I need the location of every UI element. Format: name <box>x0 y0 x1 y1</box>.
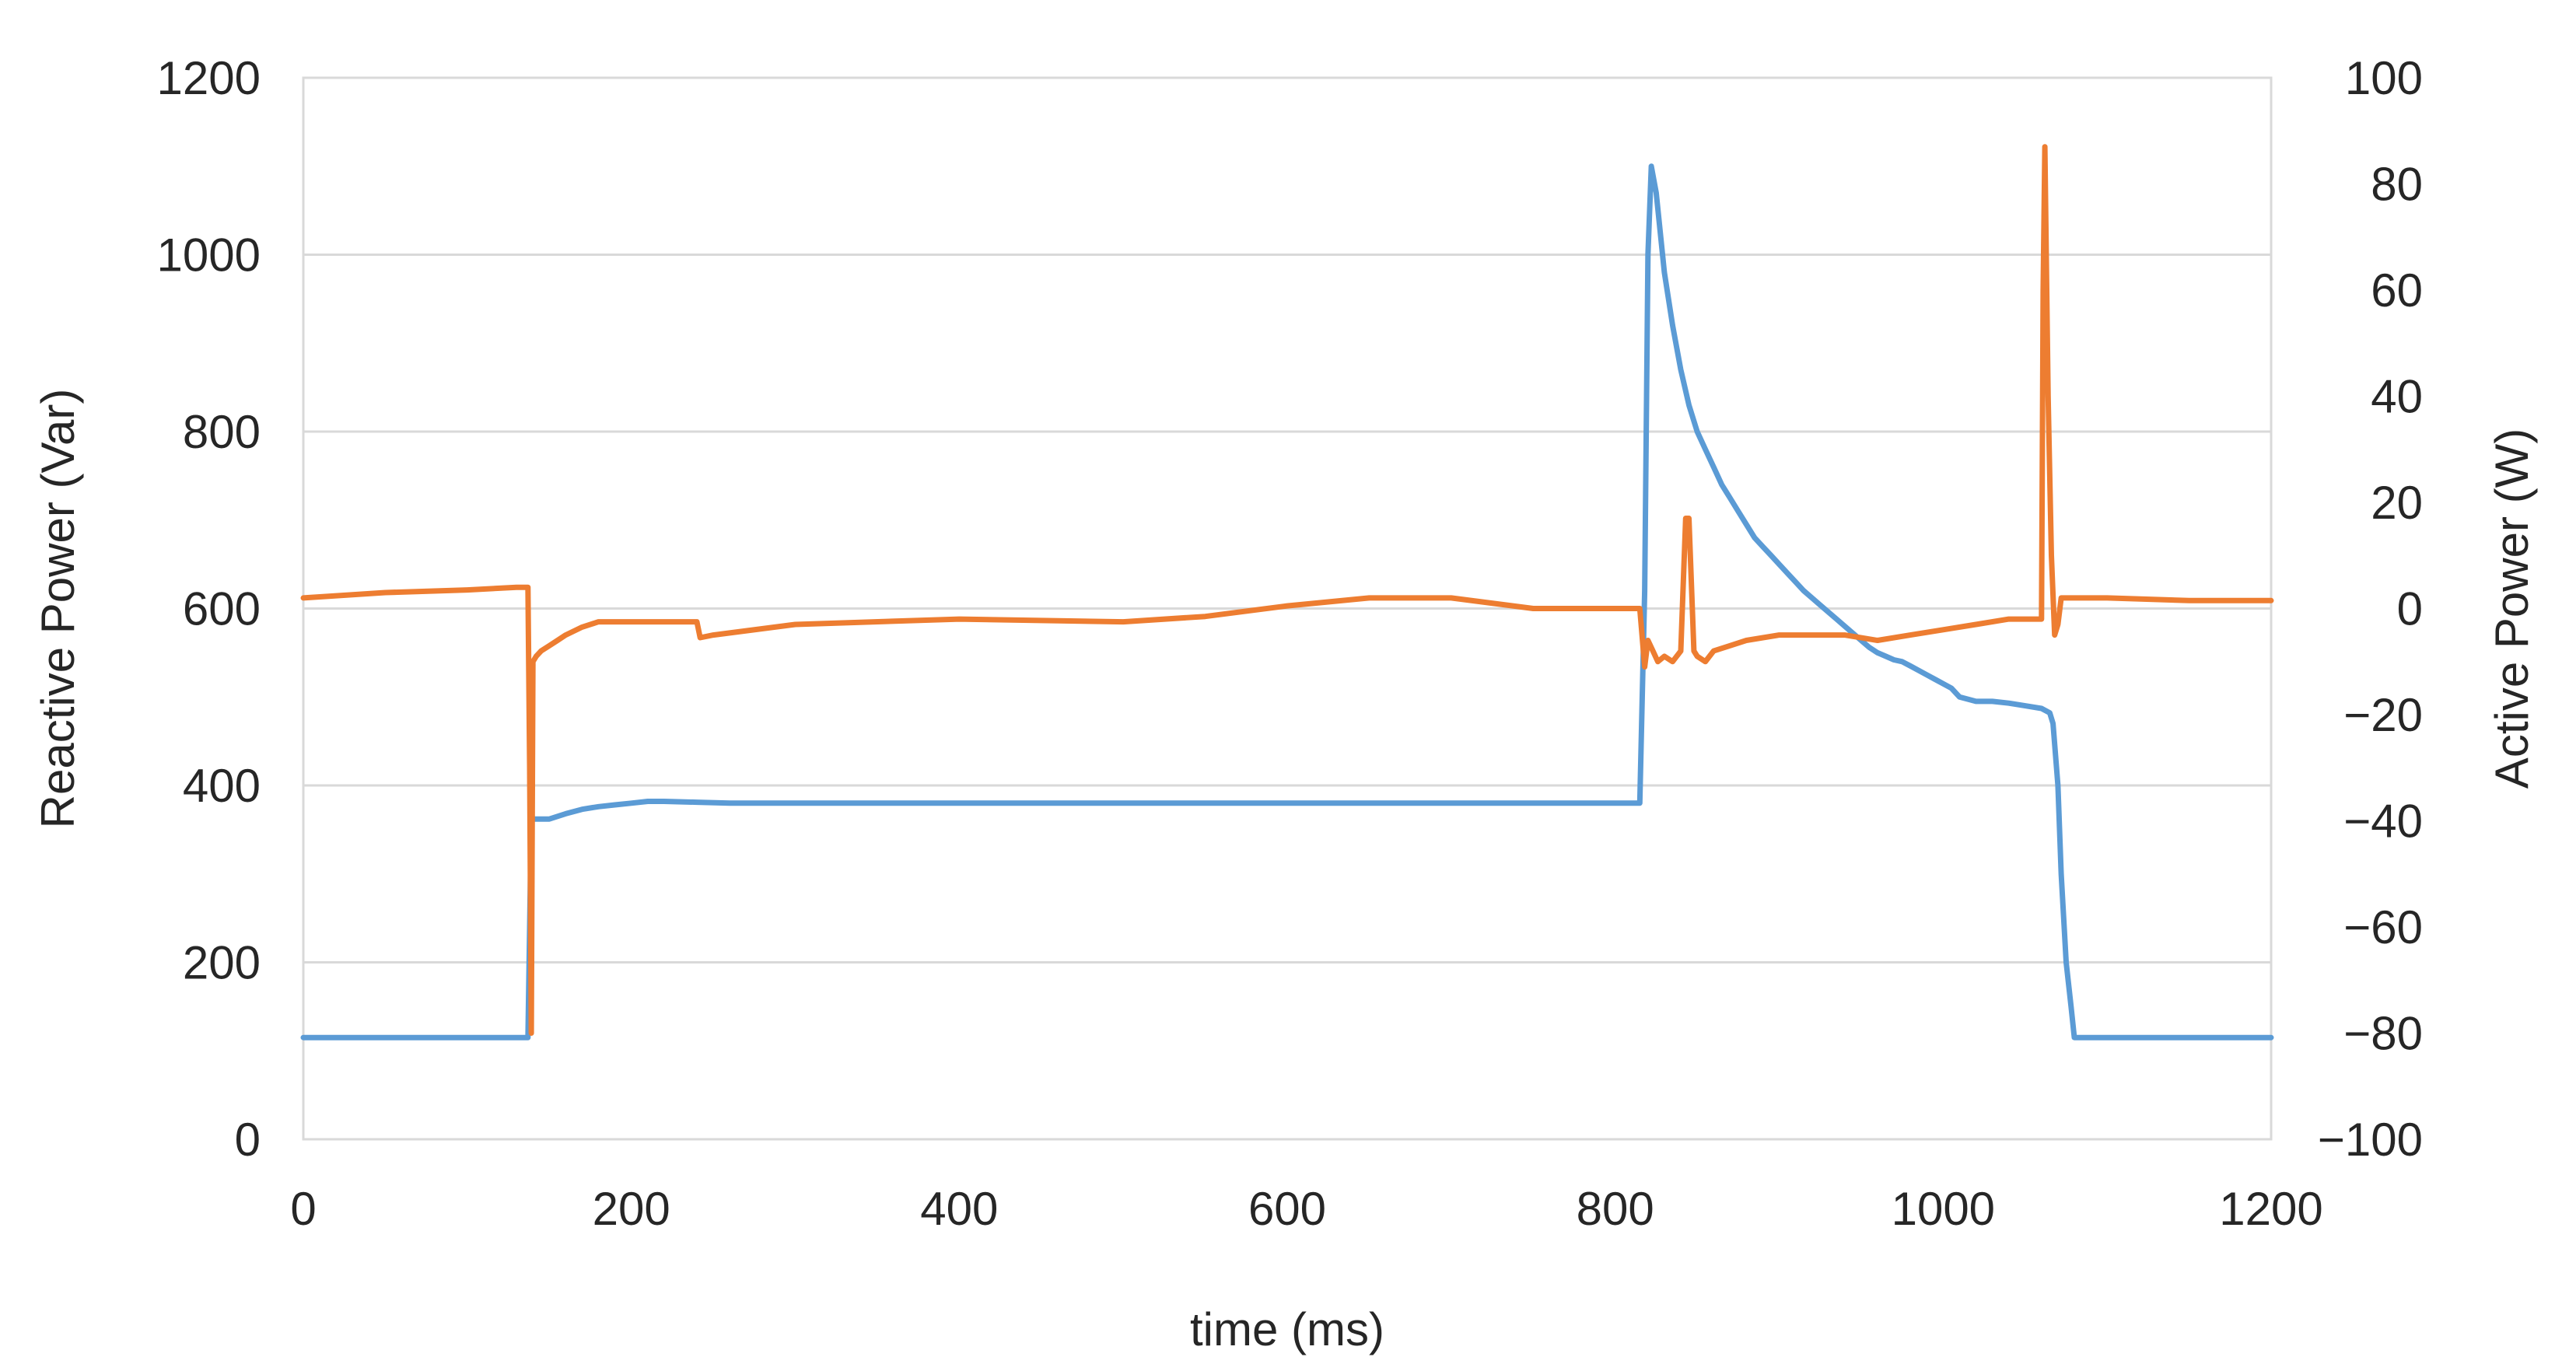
y-right-tick-label: 40 <box>2371 371 2423 423</box>
series-lines <box>303 147 2271 1038</box>
x-tick-label: 1200 <box>2219 1183 2322 1235</box>
y-right-tick-label: 100 <box>2345 52 2423 104</box>
y-right-tick-label: 80 <box>2371 159 2423 211</box>
y-right-tick-label: −80 <box>2343 1008 2423 1060</box>
x-tick-label: 1000 <box>1892 1183 1995 1235</box>
y-left-tick-label: 0 <box>235 1114 261 1166</box>
y-right-tick-label: −40 <box>2343 796 2423 848</box>
y-left-axis-title: Reactive Power (Var) <box>32 389 84 829</box>
y-right-tick-label: 0 <box>2397 583 2423 635</box>
y-right-tick-label: −20 <box>2343 689 2423 741</box>
y-left-tick-label: 400 <box>183 760 261 812</box>
y-right-axis-title: Active Power (W) <box>2486 428 2538 789</box>
reactive-power-line <box>303 166 2271 1037</box>
x-tick-label: 600 <box>1248 1183 1326 1235</box>
y-left-tick-label: 1200 <box>157 52 261 104</box>
y-right-tick-label: −60 <box>2343 901 2423 953</box>
tick-labels: 020040060080010001200−100−80−60−40−20020… <box>157 52 2423 1235</box>
y-left-tick-label: 800 <box>183 406 261 458</box>
x-tick-label: 400 <box>920 1183 998 1235</box>
y-left-tick-label: 1000 <box>157 229 261 282</box>
y-right-tick-label: −100 <box>2318 1114 2423 1166</box>
y-left-tick-label: 600 <box>183 583 261 635</box>
x-tick-label: 800 <box>1577 1183 1654 1235</box>
x-axis-title: time (ms) <box>1190 1303 1384 1355</box>
active-power-line <box>303 147 2271 1033</box>
y-left-tick-label: 200 <box>183 937 261 989</box>
x-tick-label: 200 <box>593 1183 670 1235</box>
y-right-tick-label: 60 <box>2371 264 2423 317</box>
x-tick-label: 0 <box>290 1183 316 1235</box>
y-right-tick-label: 20 <box>2371 477 2423 529</box>
